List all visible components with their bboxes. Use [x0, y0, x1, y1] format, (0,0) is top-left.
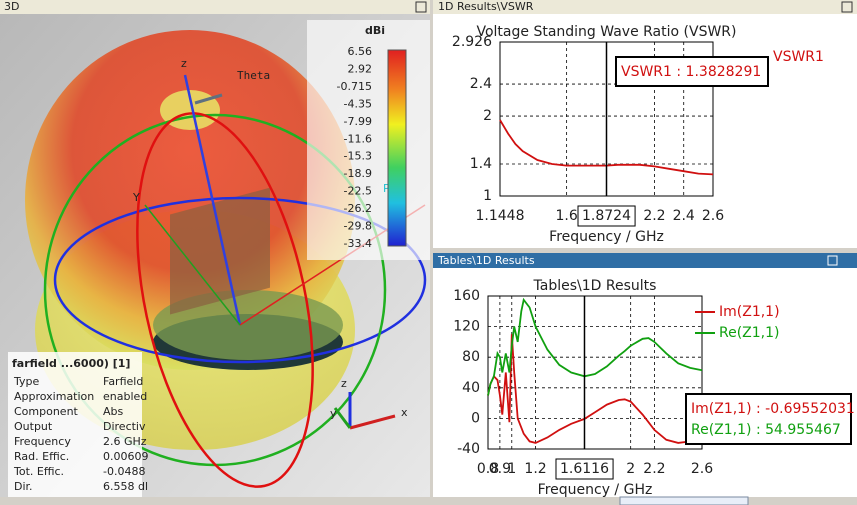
colorbar-label: -22.5 — [344, 185, 372, 198]
triad-label: y — [330, 407, 337, 420]
axis-label: z — [181, 57, 187, 70]
triad-label: z — [341, 377, 347, 390]
maximize-button[interactable] — [415, 1, 427, 13]
colorbar-label: -0.715 — [337, 80, 372, 93]
data-line — [487, 297, 703, 396]
axis-triad — [333, 392, 396, 430]
colorbar-label: -18.9 — [344, 167, 372, 180]
x-axis-label: Frequency / GHz — [549, 229, 664, 245]
y-tick-label: 2.4 — [470, 76, 492, 92]
y-tick-label: 80 — [462, 349, 480, 365]
info-key: Tot. Effic. — [13, 465, 64, 478]
y-tick-label: 1 — [483, 188, 492, 204]
y-tick-label: 0 — [471, 410, 480, 426]
title-bar-active — [433, 253, 857, 268]
marker-label-box — [577, 205, 636, 227]
info-title: farfield ...6000) [1] — [12, 357, 130, 370]
x-tick-label: 0.9 — [489, 461, 511, 477]
maximize-button[interactable] — [841, 1, 853, 13]
y-tick-label: 1.4 — [470, 156, 492, 172]
splitter[interactable] — [430, 0, 433, 505]
plot-window — [433, 14, 857, 248]
x-tick-label: 1.2 — [524, 461, 546, 477]
title-bar — [433, 0, 857, 14]
window-title: 3D — [4, 0, 19, 13]
info-key: Frequency — [14, 435, 71, 448]
plot-frame — [487, 295, 703, 450]
data-line — [487, 334, 702, 444]
readout-text: VSWR1 : 1.3828291 — [621, 64, 761, 80]
colorbar-label: -11.6 — [344, 132, 372, 145]
x-tick-label: 2.2 — [643, 208, 665, 224]
readout-text: Re(Z1,1) : 54.955467 — [691, 422, 841, 438]
x-tick-label: 0.8 — [477, 461, 499, 477]
info-key: Output — [14, 420, 53, 433]
info-value: Farfield — [103, 375, 143, 388]
x-tick-label: 2.2 — [643, 461, 665, 477]
info-value: 2.6 GHz — [103, 435, 147, 448]
colorbar — [387, 49, 407, 247]
colorbar-label: -15.3 — [344, 150, 372, 163]
triad-label: x — [401, 406, 408, 419]
window-title: Tables\1D Results — [437, 254, 535, 267]
colorbar-label: -26.2 — [344, 202, 372, 215]
colorbar-panel — [307, 20, 430, 260]
y-tick-label: 2.926 — [452, 34, 492, 50]
info-box — [8, 352, 142, 497]
colorbar-label: 2.92 — [348, 62, 373, 75]
info-value: Directiv — [103, 420, 146, 433]
title-bar — [0, 0, 430, 14]
x-tick-label: 2.6 — [702, 208, 724, 224]
x-tick-label: 1.6 — [555, 208, 577, 224]
info-key: Dir. — [14, 480, 33, 493]
colorbar-label: -33.4 — [344, 237, 372, 250]
info-key: Rad. Effic. — [14, 450, 69, 463]
window-title: 1D Results\VSWR — [438, 0, 534, 13]
legend-label: Im(Z1,1) — [719, 304, 780, 320]
legend-label: VSWR1 — [773, 49, 824, 65]
colorbar-unit: dBi — [365, 24, 385, 37]
info-value: -0.0488 — [103, 465, 145, 478]
axis-label: Theta — [237, 69, 270, 82]
x-tick-label: 1.1448 — [476, 208, 525, 224]
colorbar-label: 6.56 — [348, 45, 373, 58]
marker-label-box — [555, 458, 614, 480]
plot-window — [433, 268, 857, 497]
y-tick-label: 2 — [483, 108, 492, 124]
chart-title: Voltage Standing Wave Ratio (VSWR) — [476, 24, 736, 40]
colorbar-label: -29.8 — [344, 220, 372, 233]
x-tick-label: 1 — [507, 461, 516, 477]
info-key: Approximation — [14, 390, 94, 403]
colorbar-label: -4.35 — [344, 97, 372, 110]
y-tick-label: 160 — [453, 288, 480, 304]
info-value: 6.558 dl — [103, 480, 148, 493]
info-value: 0.00609 — [103, 450, 149, 463]
readout-box — [685, 393, 852, 445]
y-tick-label: 120 — [453, 319, 480, 335]
marker-label: 1.8724 — [582, 208, 631, 224]
info-key: Type — [13, 375, 39, 388]
x-tick-label: 2.6 — [691, 461, 713, 477]
info-value: Abs — [103, 405, 124, 418]
x-tick-label: 2.4 — [673, 208, 695, 224]
info-value: enabled — [103, 390, 147, 403]
x-axis-label: Frequency / GHz — [538, 482, 653, 498]
axis-label: Y — [132, 191, 140, 204]
readout-box — [615, 56, 769, 87]
readout-text: Im(Z1,1) : -0.69552031 — [691, 401, 855, 417]
maximize-button[interactable] — [827, 255, 838, 266]
info-key: Component — [14, 405, 79, 418]
chart-title: Tables\1D Results — [533, 278, 657, 294]
marker-label: 1.6116 — [560, 461, 609, 477]
scrollbar[interactable] — [619, 496, 749, 505]
data-line — [499, 119, 714, 176]
colorbar-label: -7.99 — [344, 115, 372, 128]
x-tick-label: 2 — [626, 461, 635, 477]
y-tick-label: 40 — [462, 380, 480, 396]
y-tick-label: -40 — [457, 441, 480, 457]
legend-label: Re(Z1,1) — [719, 325, 780, 341]
